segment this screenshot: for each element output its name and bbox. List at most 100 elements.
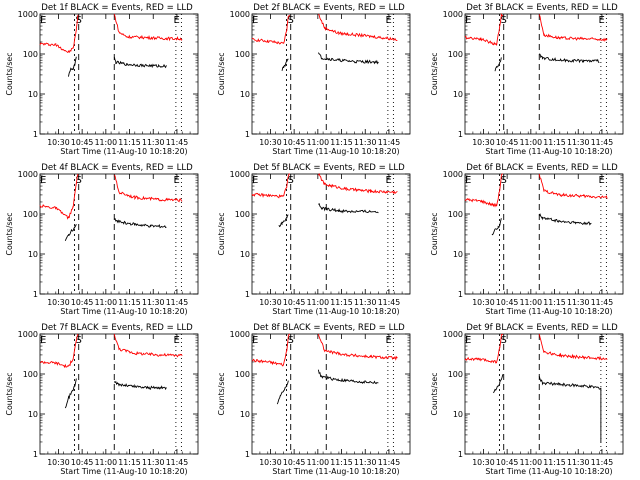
chart-title: Det 7f BLACK = Events, RED = LLD (41, 323, 193, 333)
x-axis-label: Start Time (11-Aug-10 10:18:20) (272, 307, 399, 316)
series-line (493, 374, 504, 394)
chart-panel-1: Det 1f BLACK = Events, RED = LLD 1 10 100 10… (5, 3, 199, 156)
y-tick-label: 1 (33, 290, 38, 299)
chart-title: Det 6f BLACK = Events, RED = LLD (466, 163, 618, 173)
series-line (318, 13, 398, 42)
y-tick-label: 100 (448, 50, 463, 59)
y-tick-label: 1 (245, 290, 250, 299)
x-tick-label: 11:15 (543, 458, 566, 467)
x-tick-label: 11:00 (307, 458, 330, 467)
y-tick-label: 100 (235, 370, 250, 379)
series-line (113, 333, 183, 358)
x-tick-label: 11:00 (307, 138, 330, 147)
chart-panel-5: Det 5f BLACK = Events, RED = LLD 1 10 100 10… (217, 163, 411, 316)
x-tick-label: 10:30 (472, 138, 495, 147)
plot-frame (39, 333, 199, 455)
series-line (251, 333, 291, 367)
series-line (464, 173, 503, 208)
y-axis-label: Counts/sec (217, 213, 226, 256)
series-line (464, 12, 504, 46)
y-tick-label: 1000 (443, 10, 463, 19)
y-tick-label: 1000 (230, 330, 250, 339)
y-axis-label: Counts/sec (5, 53, 14, 96)
x-tick-label: 11:30 (354, 458, 377, 467)
x-tick-label: 11:45 (591, 298, 614, 307)
y-axis-label: Counts/sec (5, 373, 14, 416)
event-marker-label: E (465, 335, 471, 346)
event-marker-label: S (76, 335, 82, 346)
x-tick-label: 11:30 (567, 298, 590, 307)
series-line (317, 52, 379, 65)
y-axis-label: Counts/sec (430, 373, 439, 416)
y-tick-label: 10 (240, 250, 250, 259)
series-line (539, 53, 600, 64)
x-tick-label: 11:00 (520, 138, 543, 147)
x-tick-label: 10:45 (283, 458, 306, 467)
plot-frame (251, 13, 411, 135)
series-line (538, 14, 608, 42)
event-marker-label: E (252, 15, 258, 26)
series-line (491, 218, 502, 236)
y-axis-label: Counts/sec (217, 373, 226, 416)
event-marker-label: S (288, 335, 294, 346)
series-line (64, 224, 77, 241)
x-tick-label: 11:45 (166, 138, 189, 147)
event-marker-label: E (174, 15, 180, 26)
chart-title: Det 2f BLACK = Events, RED = LLD (253, 3, 405, 13)
series-line (114, 218, 167, 229)
y-axis-label: Counts/sec (430, 213, 439, 256)
x-tick-label: 11:45 (378, 298, 401, 307)
chart-panel-2: Det 2f BLACK = Events, RED = LLD 1 10 100 10… (217, 3, 411, 156)
event-marker-label: E (599, 335, 605, 346)
series-line (67, 56, 77, 77)
chart-panel-3: Det 3f BLACK = Events, RED = LLD 1 10 100 10… (430, 3, 624, 156)
x-tick-label: 10:45 (71, 458, 94, 467)
x-tick-label: 11:15 (543, 138, 566, 147)
series-line (113, 380, 167, 391)
x-tick-label: 11:45 (591, 138, 614, 147)
series-line (281, 58, 289, 71)
event-marker-label: E (386, 175, 392, 186)
chart-title: Det 8f BLACK = Events, RED = LLD (253, 323, 405, 333)
x-tick-label: 10:45 (496, 138, 519, 147)
x-tick-label: 10:30 (472, 298, 495, 307)
chart-title: Det 1f BLACK = Events, RED = LLD (41, 3, 193, 13)
event-marker-label: E (599, 175, 605, 186)
series-line (251, 173, 290, 199)
series-line (113, 174, 183, 203)
x-tick-label: 10:45 (283, 138, 306, 147)
series-line (538, 375, 602, 443)
event-marker-label: E (174, 335, 180, 346)
y-tick-label: 1000 (230, 170, 250, 179)
y-tick-label: 1 (33, 450, 38, 459)
series-line (39, 14, 79, 54)
x-tick-label: 11:30 (567, 458, 590, 467)
y-tick-label: 1 (458, 450, 463, 459)
event-marker-label: E (386, 15, 392, 26)
x-tick-label: 11:45 (591, 458, 614, 467)
x-tick-label: 11:45 (166, 298, 189, 307)
y-tick-label: 100 (23, 370, 38, 379)
series-line (113, 13, 183, 42)
event-marker-label: E (174, 175, 180, 186)
chart-panel-4: Det 4f BLACK = Events, RED = LLD 1 10 100 10… (5, 163, 199, 316)
event-marker-label: S (501, 15, 507, 26)
x-tick-label: 11:15 (330, 458, 353, 467)
y-tick-label: 10 (240, 90, 250, 99)
series-line (317, 369, 379, 385)
series-line (317, 173, 398, 195)
series-line (317, 333, 398, 361)
chart-panel-7: Det 7f BLACK = Events, RED = LLD 1 10 100 10… (5, 323, 199, 476)
chart-title: Det 3f BLACK = Events, RED = LLD (466, 3, 618, 13)
x-tick-label: 10:45 (283, 298, 306, 307)
x-tick-label: 11:30 (354, 138, 377, 147)
x-tick-label: 11:30 (142, 138, 165, 147)
y-tick-label: 10 (453, 410, 463, 419)
event-marker-label: E (252, 175, 258, 186)
event-marker-label: E (386, 335, 392, 346)
chart-panel-8: Det 8f BLACK = Events, RED = LLD 1 10 100 10… (217, 323, 411, 476)
y-tick-label: 10 (453, 250, 463, 259)
plot-frame (464, 173, 624, 295)
x-axis-label: Start Time (11-Aug-10 10:18:20) (272, 467, 399, 476)
x-tick-label: 10:30 (259, 458, 282, 467)
